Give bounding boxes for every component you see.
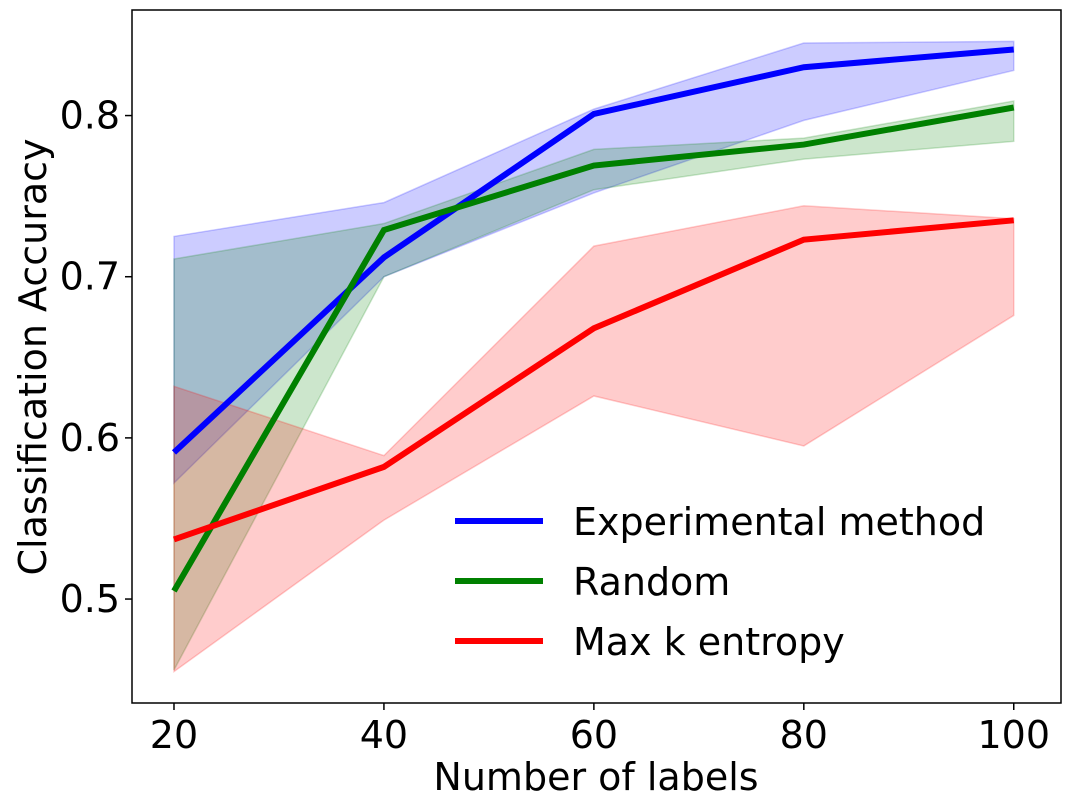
- x-axis: 20 40 60 80 100: [150, 703, 1050, 757]
- legend: Experimental method Random Max k entropy: [455, 500, 985, 664]
- x-axis-title: Number of labels: [433, 755, 758, 799]
- x-tick-label: 60: [570, 713, 618, 757]
- series-lines: [171, 46, 1015, 593]
- confidence-bands: [173, 40, 1015, 674]
- random-band: [173, 100, 1015, 671]
- legend-item-experimental-method: Experimental method: [455, 500, 985, 544]
- max-k-entropy-band: [173, 205, 1015, 674]
- y-axis: 0.5 0.6 0.7 0.8: [60, 94, 132, 621]
- legend-item-max-k-entropy: Max k entropy: [455, 620, 845, 664]
- legend-label: Experimental method: [573, 500, 985, 544]
- y-tick-label: 0.5: [60, 577, 120, 621]
- x-tick-label: 100: [977, 713, 1050, 757]
- experimental-method-line: [171, 46, 1015, 455]
- legend-item-random: Random: [455, 560, 730, 604]
- y-tick-label: 0.7: [60, 255, 120, 299]
- y-tick-label: 0.8: [60, 94, 120, 138]
- legend-label: Random: [573, 560, 730, 604]
- random-line: [171, 104, 1015, 593]
- y-axis-title: Classification Accuracy: [11, 139, 55, 576]
- x-tick-label: 20: [150, 713, 198, 757]
- plot-frame: [131, 9, 1062, 704]
- x-tick-label: 80: [780, 713, 828, 757]
- max-k-entropy-line: [173, 217, 1015, 543]
- x-tick-label: 40: [360, 713, 408, 757]
- y-tick-label: 0.6: [60, 416, 120, 460]
- legend-label: Max k entropy: [573, 620, 845, 664]
